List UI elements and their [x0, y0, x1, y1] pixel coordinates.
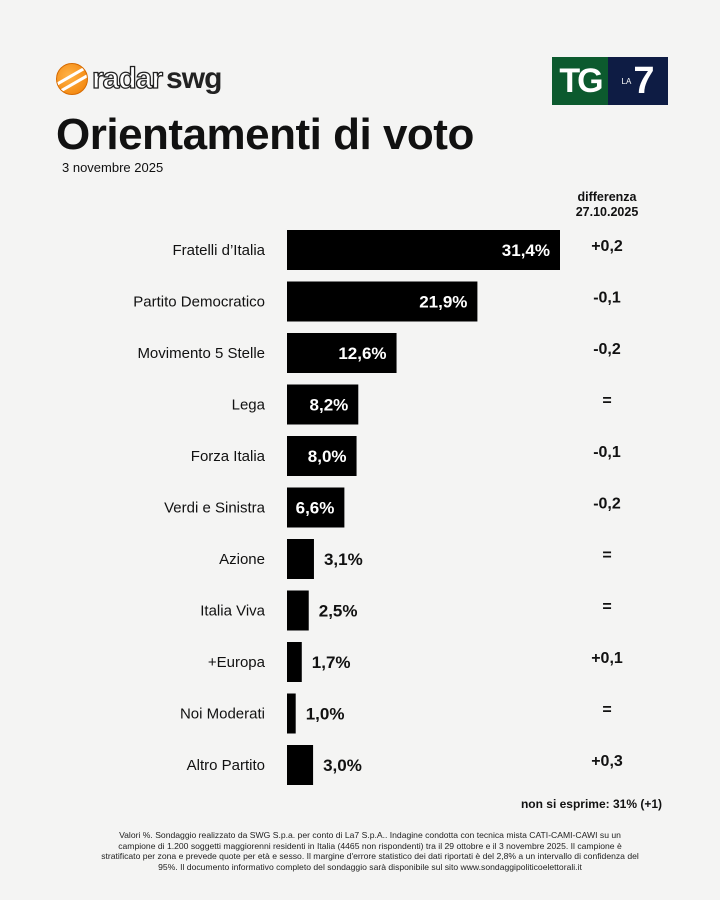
value-label: 8,2% [310, 396, 349, 415]
survey-date: 3 novembre 2025 [62, 160, 164, 175]
bar [287, 333, 397, 373]
value-label: 3,1% [324, 550, 363, 569]
page-title: Orientamenti di voto [56, 110, 474, 159]
value-label: 3,0% [323, 756, 362, 775]
category-label: Movimento 5 Stelle [137, 345, 265, 362]
bar [287, 642, 302, 682]
bar [287, 590, 309, 631]
diff-header: differenza 27.10.2025 [560, 190, 654, 220]
diff-value: +0,3 [591, 753, 623, 770]
diff-value: -0,2 [593, 496, 621, 513]
diff-value: -0,1 [593, 290, 621, 307]
footnote: Valori %. Sondaggio realizzato da SWG S.… [101, 830, 639, 872]
diff-value: = [602, 702, 611, 719]
logo-swg-text: swg [166, 62, 222, 95]
diff-value: -0,2 [593, 341, 621, 358]
category-label: Noi Moderati [180, 706, 265, 723]
category-label: Partito Democratico [133, 294, 265, 311]
category-label: Azione [219, 551, 265, 568]
value-label: 12,6% [338, 344, 386, 363]
bar [287, 230, 560, 270]
value-label: 31,4% [502, 241, 550, 260]
diff-value: -0,1 [593, 444, 621, 461]
logo-radar-text: radar [91, 61, 163, 95]
diff-value: = [602, 599, 611, 616]
value-label: 1,7% [312, 653, 351, 672]
category-label: Lega [232, 397, 266, 414]
globe-icon [56, 63, 88, 95]
bar [287, 384, 359, 425]
logo-tg-text: TG [552, 57, 608, 105]
category-label: +Europa [208, 654, 266, 671]
bar [287, 281, 478, 322]
tg-la7-logo: TG LA 7 [552, 57, 668, 105]
bar [287, 539, 314, 579]
logo-7-text: 7 [633, 59, 655, 102]
non-si-esprime: non si esprime: 31% (+1) [520, 797, 662, 811]
bar [287, 487, 345, 528]
diff-value: = [602, 393, 611, 410]
category-label: Altro Partito [187, 757, 265, 774]
category-label: Forza Italia [191, 448, 266, 465]
diff-value: +0,1 [591, 650, 623, 667]
diff-header-label: differenza [577, 190, 637, 204]
category-label: Italia Viva [200, 603, 265, 620]
value-label: 21,9% [419, 293, 467, 312]
value-label: 6,6% [296, 499, 335, 518]
value-label: 1,0% [306, 705, 345, 724]
category-label: Verdi e Sinistra [164, 500, 266, 517]
value-label: 2,5% [319, 602, 358, 621]
bar [287, 436, 357, 476]
diff-header-date: 27.10.2025 [575, 205, 639, 219]
diff-value: = [602, 547, 611, 564]
radar-swg-logo: radar swg [56, 61, 222, 96]
bar [287, 693, 296, 734]
value-label: 8,0% [308, 447, 347, 466]
category-label: Fratelli d’Italia [172, 242, 265, 259]
logo-la-text: LA [621, 76, 632, 86]
bar [287, 745, 314, 785]
diff-value: +0,2 [591, 238, 623, 255]
